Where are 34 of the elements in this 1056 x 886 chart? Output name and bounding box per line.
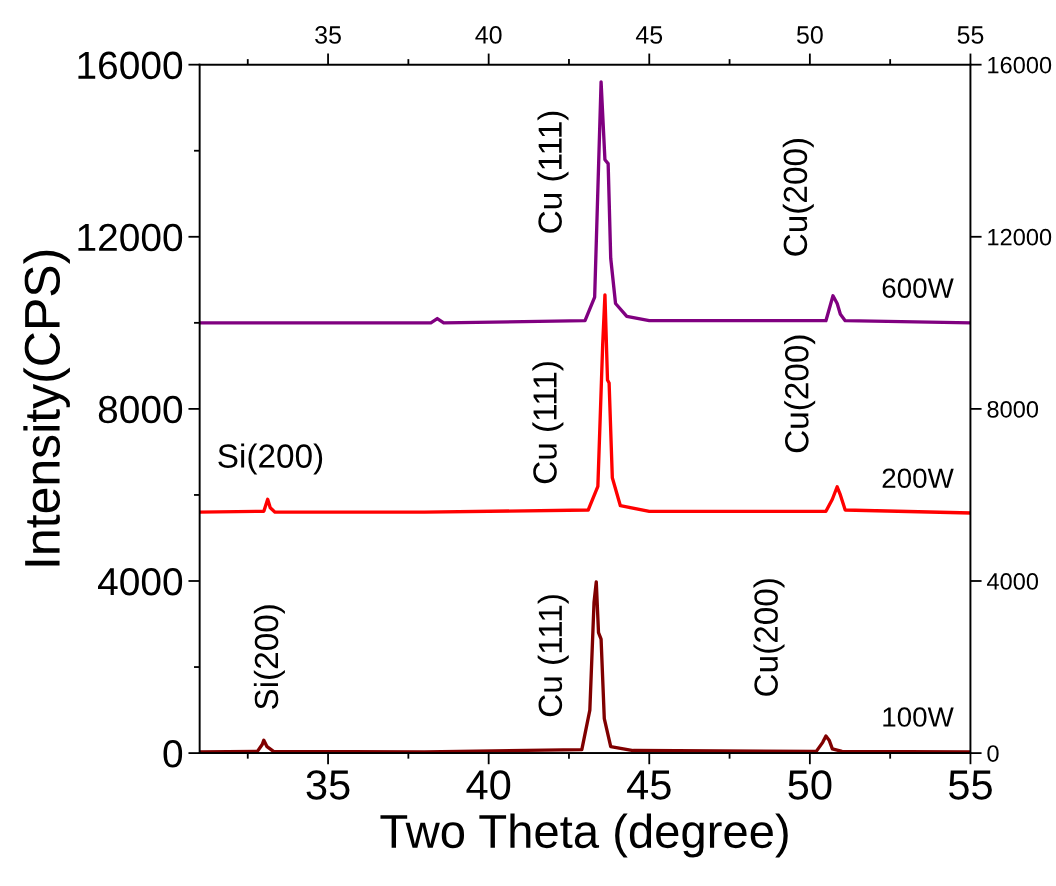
- line-series: [199, 80, 971, 325]
- y-tick-label: 8000: [98, 395, 183, 424]
- x-tick-label: 45: [627, 770, 671, 800]
- y2-tick-label: 0: [987, 745, 999, 762]
- y-tick-label: 16000: [78, 51, 183, 80]
- series-label: 100W: [883, 707, 954, 727]
- y-tick-label: 0: [163, 740, 183, 768]
- annotation: Cu (111): [537, 595, 569, 717]
- annotation: Cu(200): [784, 335, 816, 453]
- x-tick-label: 40: [466, 770, 511, 800]
- x-tick-label: 55: [948, 770, 992, 800]
- annotation: Cu (111): [532, 362, 564, 484]
- series-label: 600W: [882, 278, 954, 298]
- x-axis-title: Two Theta (degree): [380, 813, 788, 858]
- y2-tick-label: 16000: [988, 56, 1052, 74]
- annotation: Si(200): [253, 605, 285, 710]
- series-label: 200W: [882, 468, 954, 489]
- x-tick-label: 50: [788, 770, 832, 800]
- y-tick-label: 4000: [98, 567, 183, 596]
- y-axis-title: Intensity(CPS): [23, 250, 70, 566]
- annotation: Cu(200): [782, 138, 814, 256]
- x2-tick-label: 35: [315, 26, 341, 44]
- annotation: Cu (111): [537, 111, 569, 233]
- x-tick-label: 35: [306, 770, 350, 800]
- y-tick-label: 12000: [78, 223, 183, 252]
- y2-tick-label: 4000: [986, 573, 1039, 590]
- y2-tick-label: 8000: [987, 400, 1039, 418]
- x2-tick-label: 55: [957, 26, 984, 44]
- x2-tick-label: 50: [796, 26, 823, 44]
- annotation: Si(200): [218, 443, 323, 475]
- y2-tick-label: 12000: [988, 228, 1052, 246]
- x2-tick-label: 45: [635, 26, 663, 44]
- annotation: Cu(200): [753, 579, 785, 696]
- x2-tick-label: 40: [475, 26, 502, 44]
